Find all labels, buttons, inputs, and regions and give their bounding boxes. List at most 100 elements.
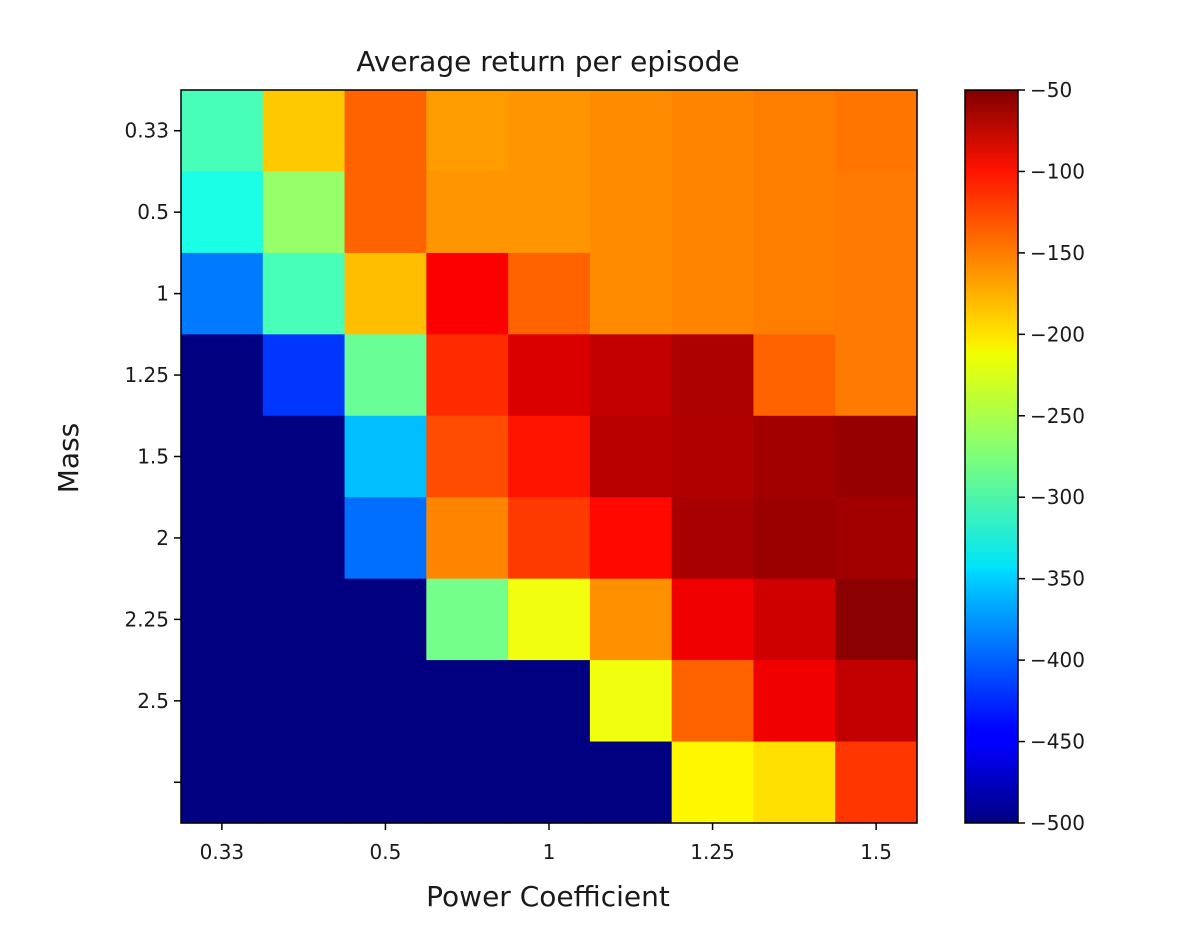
x-tick-label: 1 (543, 840, 556, 864)
heatmap-cell (344, 578, 427, 661)
heatmap-cell (262, 415, 346, 498)
x-tick-label: 0.33 (200, 840, 245, 864)
heatmap-cell (344, 90, 427, 173)
y-tick-label: 2.25 (124, 607, 169, 631)
heatmap-cell (344, 252, 427, 335)
heatmap-cell (181, 415, 264, 498)
heatmap-cell (262, 171, 346, 254)
heatmap-cell (753, 90, 836, 173)
heatmap-cell (344, 660, 427, 743)
colorbar-tick-label: −100 (1030, 159, 1085, 183)
colorbar-tick-label: −450 (1030, 730, 1085, 754)
heatmap-cell (589, 415, 673, 498)
heatmap-cell (508, 497, 591, 580)
heatmap-cell (671, 90, 755, 173)
heatmap-cell (589, 171, 673, 254)
colorbar-tick-label: −300 (1030, 485, 1085, 509)
heatmap-cell (262, 660, 346, 743)
x-tick-label: 1.5 (860, 840, 892, 864)
heatmap-cell (589, 660, 673, 743)
heatmap-cell (671, 578, 755, 661)
colorbar (964, 89, 1019, 824)
heatmap-cell (426, 578, 509, 661)
heatmap-cell (426, 660, 509, 743)
heatmap-cell (671, 334, 755, 417)
heatmap-cell (753, 334, 836, 417)
y-axis-label: Mass (52, 423, 85, 494)
x-axis-label: Power Coefficient (426, 880, 670, 913)
heatmap-cell (835, 741, 918, 824)
y-tick-label: 1.5 (137, 445, 169, 469)
heatmap-cell (181, 497, 264, 580)
heatmap-cell (835, 578, 918, 661)
y-tick-label: 0.33 (124, 119, 169, 143)
heatmap-cell (835, 252, 918, 335)
heatmap-cell (589, 90, 673, 173)
heatmap-cell (589, 741, 673, 824)
x-axis-ticks: 0.33 0.5 1 1.25 1.5 (200, 823, 892, 864)
x-tick-label: 1.25 (690, 840, 735, 864)
heatmap-cell (671, 252, 755, 335)
colorbar-tick-label: −500 (1030, 811, 1085, 835)
y-tick-label: 1 (156, 282, 169, 306)
heatmap-cell (262, 497, 346, 580)
heatmap-cell (344, 497, 427, 580)
y-tick-label: 2.5 (137, 689, 169, 713)
heatmap-cell (181, 90, 264, 173)
heatmap-cell (181, 334, 264, 417)
heatmap-cell (181, 660, 264, 743)
heatmap-cell (262, 741, 346, 824)
heatmap-cell (508, 171, 591, 254)
heatmap-cell (426, 90, 509, 173)
heatmap-cells (181, 90, 918, 824)
colorbar-tick-label: −50 (1030, 78, 1072, 102)
y-tick-label: 2 (156, 526, 169, 550)
heatmap-cell (426, 497, 509, 580)
heatmap-cell (426, 171, 509, 254)
heatmap-cell (835, 660, 918, 743)
heatmap-cell (589, 578, 673, 661)
heatmap-cell (508, 415, 591, 498)
heatmap-cell (181, 578, 264, 661)
y-tick-label: 1.25 (124, 363, 169, 387)
colorbar-tick-label: −400 (1030, 648, 1085, 672)
chart-title: Average return per episode (356, 45, 739, 78)
heatmap-cell (181, 171, 264, 254)
heatmap-cell (508, 741, 591, 824)
heatmap-cell (671, 171, 755, 254)
colorbar-tick-label: −200 (1030, 322, 1085, 346)
y-axis-ticks: 0.33 0.5 1 1.25 1.5 2 2.25 2.5 (124, 119, 181, 784)
colorbar-tick-label: −250 (1030, 404, 1085, 428)
heatmap-cell (753, 415, 836, 498)
heatmap-cell (589, 334, 673, 417)
heatmap-cell (753, 578, 836, 661)
y-tick-label: 0.5 (137, 200, 169, 224)
heatmap-cell (262, 252, 346, 335)
heatmap-cell (835, 90, 918, 173)
heatmap-cell (181, 252, 264, 335)
heatmap-cell (426, 415, 509, 498)
heatmap-cell (262, 334, 346, 417)
heatmap-cell (835, 334, 918, 417)
heatmap-cell (426, 334, 509, 417)
heatmap-cell (589, 252, 673, 335)
heatmap-cell (671, 741, 755, 824)
heatmap-cell (344, 171, 427, 254)
heatmap-cell (262, 90, 346, 173)
heatmap-cell (753, 660, 836, 743)
heatmap-cell (508, 252, 591, 335)
heatmap-cell (344, 334, 427, 417)
heatmap-cell (835, 415, 918, 498)
heatmap-cell (671, 415, 755, 498)
heatmap-cell (508, 578, 591, 661)
heatmap-cell (835, 497, 918, 580)
heatmap-cell (753, 252, 836, 335)
heatmap-cell (262, 578, 346, 661)
colorbar-ticks: −50 −100 −150 −200 −250 −300 −350 −400 −450 −500 (1018, 78, 1085, 835)
heatmap-cell (426, 252, 509, 335)
heatmap-cell (181, 741, 264, 824)
colorbar-tick-label: −350 (1030, 567, 1085, 591)
heatmap-cell (753, 171, 836, 254)
heatmap-cell (426, 741, 509, 824)
